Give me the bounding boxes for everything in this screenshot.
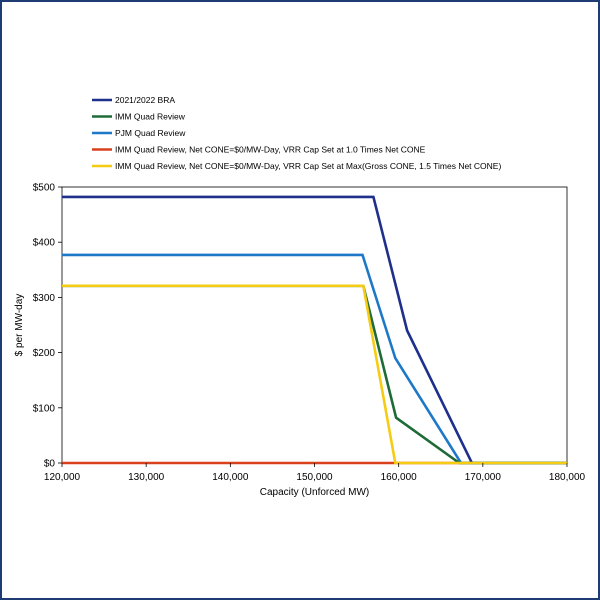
legend-label-1: IMM Quad Review [115,112,186,122]
x-tick-label: 140,000 [212,472,249,483]
y-axis-label: $ per MW-day [14,294,25,357]
x-axis-label: Capacity (Unforced MW) [260,487,369,498]
x-tick-label: 130,000 [128,472,165,483]
x-axis: 120,000 130,000 140,000 150,000 160,000 170,0… [44,463,586,483]
series-line-0 [62,195,567,465]
y-tick-label: $200 [33,348,56,359]
y-tick-label: $100 [33,403,56,414]
series-layer [62,195,567,465]
y-axis: $0 $100 $200 $300 $400 $500 [33,183,62,470]
plot-area [61,186,568,464]
legend: 2021/2022 BRA IMM Quad Review PJM Quad Rev… [92,95,501,171]
x-tick-label: 120,000 [44,472,81,483]
y-tick-label: $300 [33,293,56,304]
y-tick-label: $400 [33,238,56,249]
y-tick-label: $0 [44,459,56,470]
legend-label-0: 2021/2022 BRA [115,95,175,105]
series-line-1 [62,284,567,465]
legend-label-2: PJM Quad Review [115,128,186,138]
series-line-4 [62,284,567,465]
legend-label-4: IMM Quad Review, Net CONE=$0/MW-Day, VRR… [115,161,501,171]
x-tick-label: 170,000 [465,472,502,483]
x-tick-label: 160,000 [381,472,418,483]
x-tick-label: 180,000 [549,472,586,483]
x-tick-label: 150,000 [296,472,333,483]
legend-label-3: IMM Quad Review, Net CONE=$0/MW-Day, VRR… [115,145,426,155]
y-tick-label: $500 [33,183,56,194]
